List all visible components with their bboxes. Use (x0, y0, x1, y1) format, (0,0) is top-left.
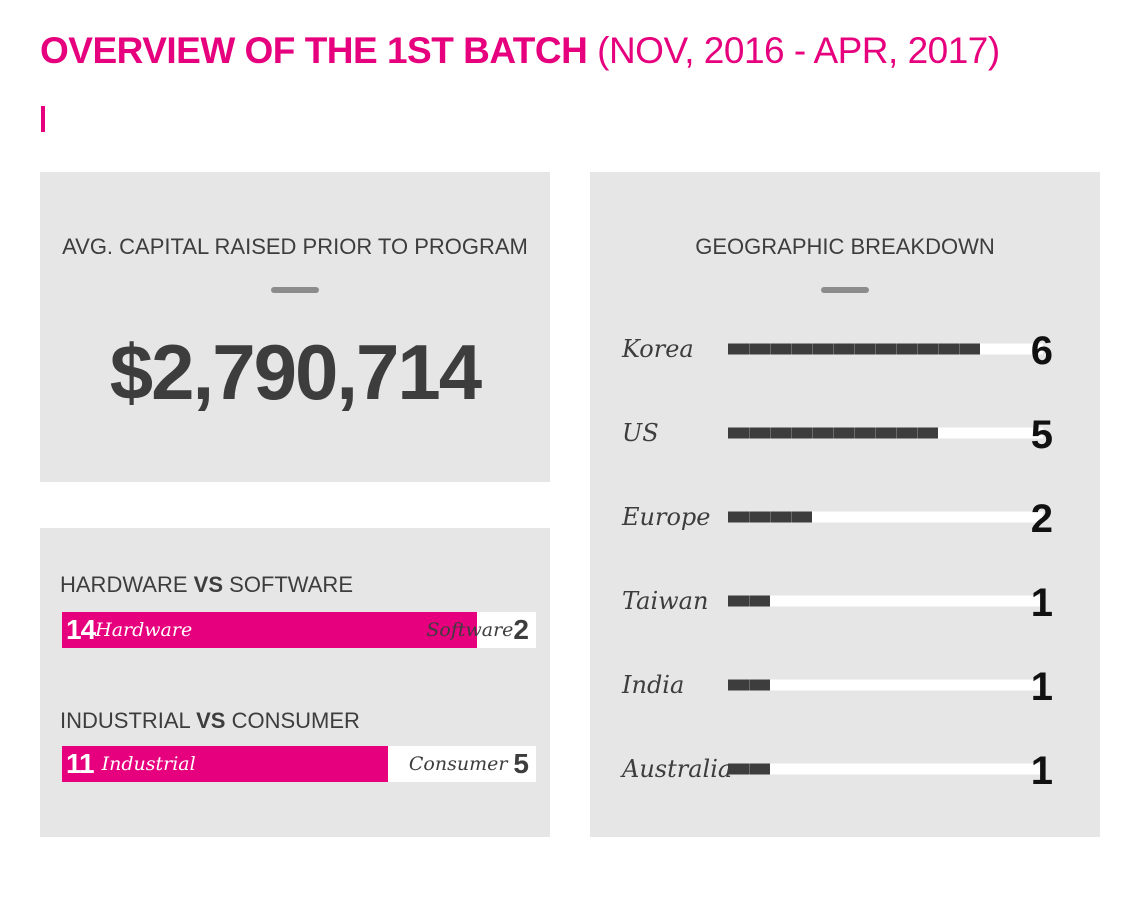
geo-value-taiwan: 1 (1031, 581, 1053, 625)
geo-bar-segment-us (896, 427, 897, 439)
geo-bar-segment-australia (749, 763, 750, 775)
geo-bar-segment-korea (854, 343, 855, 355)
title-accent-mark (41, 106, 45, 132)
capital-value: $2,790,714 (109, 328, 482, 416)
geo-track-taiwan (728, 595, 1043, 607)
geo-value-us: 5 (1031, 413, 1053, 457)
split-heading-left: INDUSTRIAL (60, 708, 190, 733)
geo-track-australia (728, 763, 1043, 775)
geo-bar-segment-korea (833, 343, 834, 355)
geo-bar-segment-europe (770, 511, 771, 523)
geo-bar-segment-korea (896, 343, 897, 355)
geo-bar-segment-europe (749, 511, 750, 523)
industrial-count: 11 (66, 748, 95, 779)
geo-bar-segment-taiwan (749, 595, 750, 607)
capital-divider (271, 287, 319, 293)
geo-bar-segment-korea (959, 343, 960, 355)
split-heading-vs: VS (196, 708, 226, 733)
geo-divider (821, 287, 869, 293)
hardware-label: Hardware (95, 619, 193, 641)
split-heading-right: CONSUMER (231, 708, 360, 733)
split-heading-left: HARDWARE (60, 572, 188, 597)
capital-panel: AVG. CAPITAL RAISED PRIOR TO PROGRAM $2,… (40, 172, 550, 482)
geo-chart: Korea 6 US 5 Europe 2 Taiwan 1 India 1 Australia 1 (620, 329, 1053, 793)
geo-bar-segment-europe (791, 511, 792, 523)
geo-label-europe: Europe (621, 503, 710, 531)
geo-bar-segment-us (770, 427, 771, 439)
geo-bar-segment-korea (917, 343, 918, 355)
geo-bar-segment-us (917, 427, 918, 439)
consumer-count: 5 (513, 748, 529, 779)
page-title-main: OVERVIEW OF THE 1ST BATCH (40, 30, 588, 71)
split-panel: HARDWARE VS SOFTWARE 14Hardware Software… (40, 528, 550, 837)
geo-label-india: India (621, 671, 684, 699)
geo-label-us: US (622, 419, 659, 447)
geo-label-taiwan: Taiwan (622, 587, 708, 615)
geo-bar-segment-korea (770, 343, 771, 355)
geo-bar-segment-us (749, 427, 750, 439)
geo-value-australia: 1 (1031, 749, 1053, 793)
geo-bar-segment-us (833, 427, 834, 439)
capital-heading: AVG. CAPITAL RAISED PRIOR TO PROGRAM (62, 234, 528, 259)
split-heading-industrial-consumer: INDUSTRIAL VS CONSUMER (60, 708, 360, 734)
geo-track-europe (728, 511, 1043, 523)
geo-bar-segment-us (812, 427, 813, 439)
software-label: Software (426, 619, 514, 641)
consumer-label: Consumer (408, 753, 508, 775)
split-heading-right: SOFTWARE (229, 572, 353, 597)
split-right-software: Software2 (426, 612, 529, 648)
geo-chart-title: GEOGRAPHIC BREAKDOWN (695, 234, 995, 259)
geo-bar-segment-korea (749, 343, 750, 355)
geo-track-india (728, 679, 1043, 691)
hardware-count: 14 (66, 614, 96, 645)
geo-bar-segment-us (875, 427, 876, 439)
split-heading-hardware-software: HARDWARE VS SOFTWARE (60, 572, 353, 598)
geo-bar-segment-korea (938, 343, 939, 355)
industrial-label: Industrial (101, 753, 196, 775)
geo-value-europe: 2 (1031, 497, 1053, 541)
geo-bar-segment-korea (875, 343, 876, 355)
split-bar-industrial-consumer: 11 Industrial Consumer 5 (62, 746, 536, 782)
geo-bar-segment-us (854, 427, 855, 439)
geo-value-india: 1 (1031, 665, 1053, 709)
geo-value-korea: 6 (1031, 329, 1053, 373)
software-count: 2 (513, 614, 529, 645)
split-left-hardware: 14Hardware (66, 612, 192, 648)
split-fill-industrial (62, 746, 388, 782)
geo-label-korea: Korea (621, 335, 694, 363)
geo-bar-segment-us (791, 427, 792, 439)
split-heading-vs: VS (193, 572, 224, 597)
geo-bar-segment-korea (812, 343, 813, 355)
geo-label-australia: Australia (620, 755, 732, 783)
split-right-consumer: Consumer 5 (408, 746, 529, 782)
page-title: OVERVIEW OF THE 1ST BATCH (NOV, 2016 - A… (40, 30, 1000, 72)
geo-bar-segment-india (749, 679, 750, 691)
split-left-industrial: 11 Industrial (66, 746, 196, 782)
page-title-date-range: (NOV, 2016 - APR, 2017) (597, 30, 1000, 71)
split-bar-hardware-software: 14Hardware Software2 (62, 612, 536, 648)
geo-bar-segment-korea (791, 343, 792, 355)
geo-panel: GEOGRAPHIC BREAKDOWN Korea 6 US 5 Europe 2 Tai… (590, 172, 1100, 837)
split-fill-hardware (62, 612, 477, 648)
